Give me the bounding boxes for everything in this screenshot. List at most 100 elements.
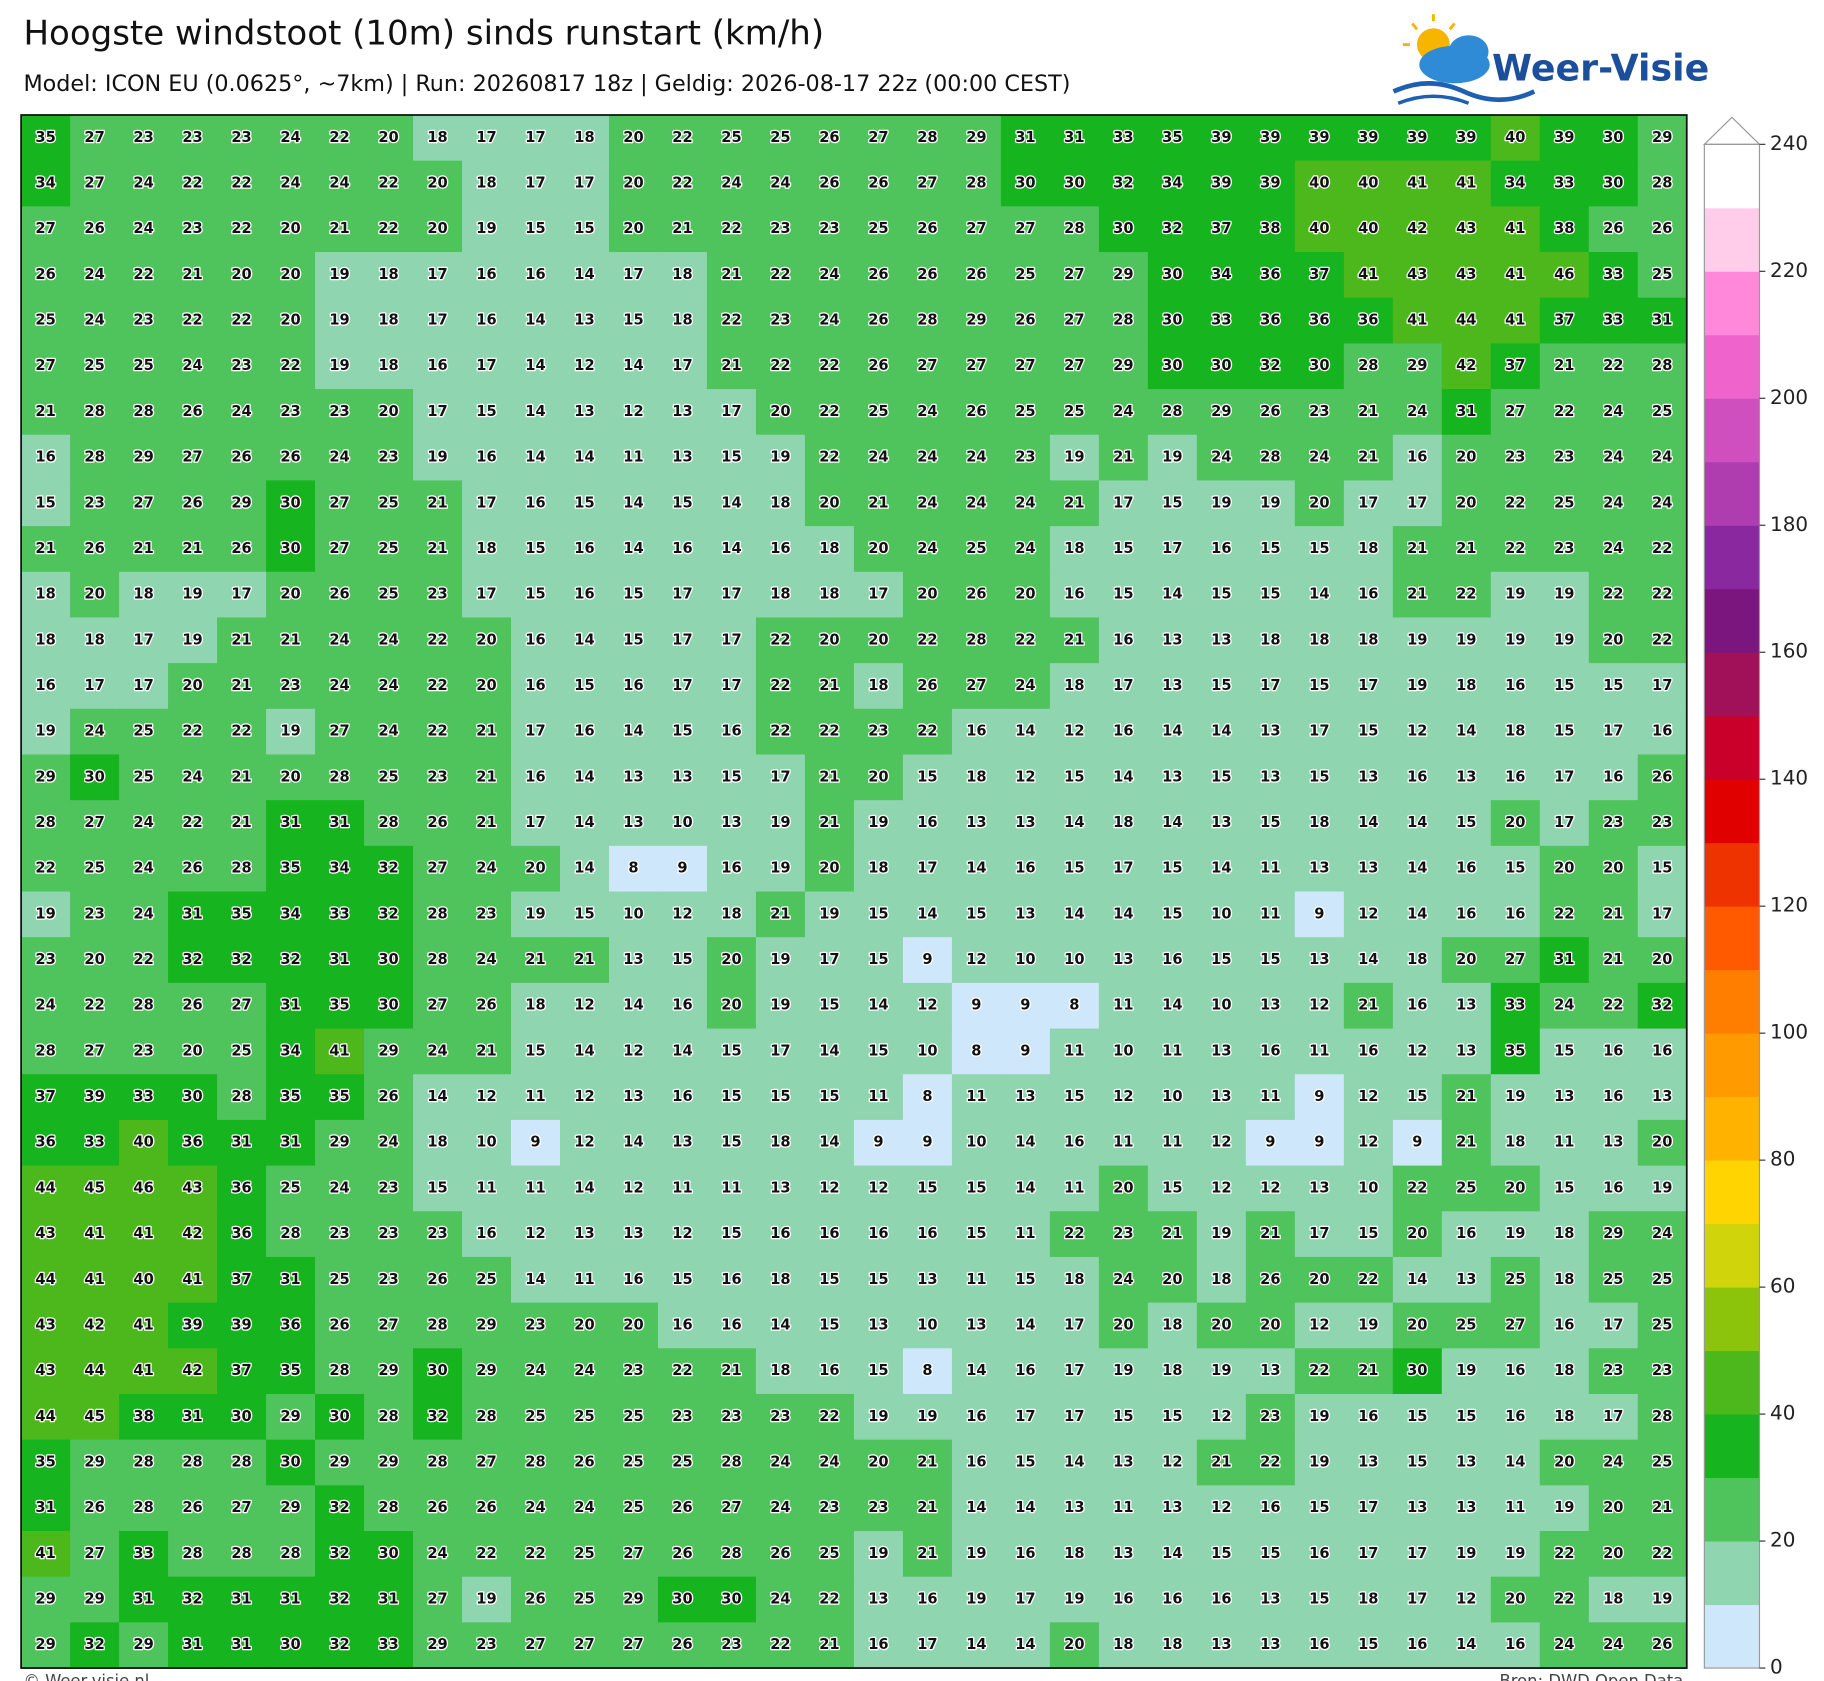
- value-label: 25: [1652, 266, 1672, 283]
- cell: [364, 252, 414, 299]
- value-label: 19: [1407, 677, 1427, 694]
- value-label: 30: [672, 1591, 692, 1608]
- value-label: 20: [1456, 449, 1476, 466]
- cell: [364, 1119, 414, 1167]
- cell: [657, 937, 708, 984]
- cell: [1147, 800, 1198, 847]
- value-label: 44: [35, 1179, 55, 1196]
- value-label: 18: [35, 631, 55, 648]
- value-label: 26: [868, 175, 888, 192]
- value-label: 10: [1211, 905, 1231, 922]
- cell: [462, 1393, 512, 1441]
- value-label: 32: [1162, 220, 1182, 237]
- cell: [1196, 1165, 1247, 1212]
- value-label: 13: [1260, 768, 1280, 785]
- cell: [413, 937, 463, 984]
- value-label: 25: [868, 220, 888, 237]
- value-label: 16: [35, 677, 55, 694]
- value-label: 32: [182, 951, 202, 968]
- value-label: 35: [329, 997, 349, 1014]
- value-label: 38: [1554, 220, 1574, 237]
- cell: [1392, 1074, 1443, 1121]
- value-label: 26: [917, 220, 937, 237]
- cell: [1343, 160, 1394, 208]
- value-label: 13: [1358, 860, 1378, 877]
- value-label: 23: [427, 768, 447, 785]
- value-label: 23: [770, 220, 790, 237]
- value-label: 19: [1211, 1362, 1231, 1379]
- cell: [902, 480, 953, 527]
- cell: [217, 571, 267, 619]
- value-label: 15: [525, 586, 545, 603]
- cell: [1343, 1211, 1394, 1258]
- value-label: 37: [35, 1088, 55, 1105]
- value-label: 37: [1554, 312, 1574, 329]
- value-label: 15: [1211, 768, 1231, 785]
- cell: [804, 206, 855, 253]
- value-label: 15: [574, 494, 594, 511]
- value-label: 36: [1358, 312, 1378, 329]
- value-label: 22: [1554, 403, 1574, 420]
- value-label: 28: [1064, 220, 1084, 237]
- value-label: 22: [770, 1636, 790, 1653]
- value-label: 16: [525, 768, 545, 785]
- value-label: 19: [1652, 1179, 1672, 1196]
- value-label: 18: [1064, 1271, 1084, 1288]
- cell: [559, 754, 610, 801]
- value-label: 15: [1015, 1453, 1035, 1470]
- cell: [119, 937, 169, 984]
- cell: [315, 1211, 365, 1258]
- cell: [1343, 252, 1394, 299]
- cell: [70, 571, 120, 619]
- cell: [1196, 480, 1247, 527]
- value-label: 16: [721, 860, 741, 877]
- value-label: 19: [819, 905, 839, 922]
- value-label: 22: [1652, 631, 1672, 648]
- cell: [1147, 571, 1198, 619]
- value-label: 28: [133, 403, 153, 420]
- cell: [706, 434, 757, 482]
- cell: [1049, 343, 1100, 390]
- value-label: 28: [329, 768, 349, 785]
- colorbar-arrow: [1702, 116, 1761, 145]
- cell: [413, 206, 463, 253]
- colorbar-segment: [1704, 1160, 1760, 1225]
- cell: [1392, 617, 1443, 664]
- value-label: 13: [1015, 814, 1035, 831]
- value-label: 20: [378, 129, 398, 146]
- cell: [413, 1302, 463, 1350]
- cell: [951, 1028, 1002, 1075]
- value-label: 15: [770, 1088, 790, 1105]
- value-label: 28: [1652, 175, 1672, 192]
- cell: [853, 1211, 904, 1258]
- value-label: 12: [672, 1225, 692, 1242]
- cell: [70, 845, 120, 893]
- value-label: 26: [1260, 1271, 1280, 1288]
- value-label: 27: [476, 1453, 496, 1470]
- value-label: 20: [525, 860, 545, 877]
- value-label: 15: [1064, 768, 1084, 785]
- value-label: 18: [1505, 723, 1525, 740]
- cell: [315, 663, 365, 710]
- cell: [1049, 754, 1100, 801]
- cell: [608, 115, 659, 162]
- cell: [951, 845, 1002, 893]
- value-label: 21: [868, 494, 888, 511]
- value-label: 16: [1162, 1591, 1182, 1608]
- cell: [266, 434, 316, 482]
- cell: [168, 617, 218, 664]
- value-label: 21: [1358, 403, 1378, 420]
- value-label: 24: [378, 677, 398, 694]
- cell: [119, 115, 169, 162]
- cell: [706, 1028, 757, 1075]
- value-label: 24: [1603, 449, 1623, 466]
- cell: [755, 1165, 806, 1212]
- value-label: 16: [1211, 1591, 1231, 1608]
- cell: [559, 434, 610, 482]
- cell: [559, 206, 610, 253]
- value-label: 22: [1260, 1453, 1280, 1470]
- value-label: 22: [770, 677, 790, 694]
- colorbar-segment: [1704, 715, 1760, 780]
- value-label: 16: [1603, 1179, 1623, 1196]
